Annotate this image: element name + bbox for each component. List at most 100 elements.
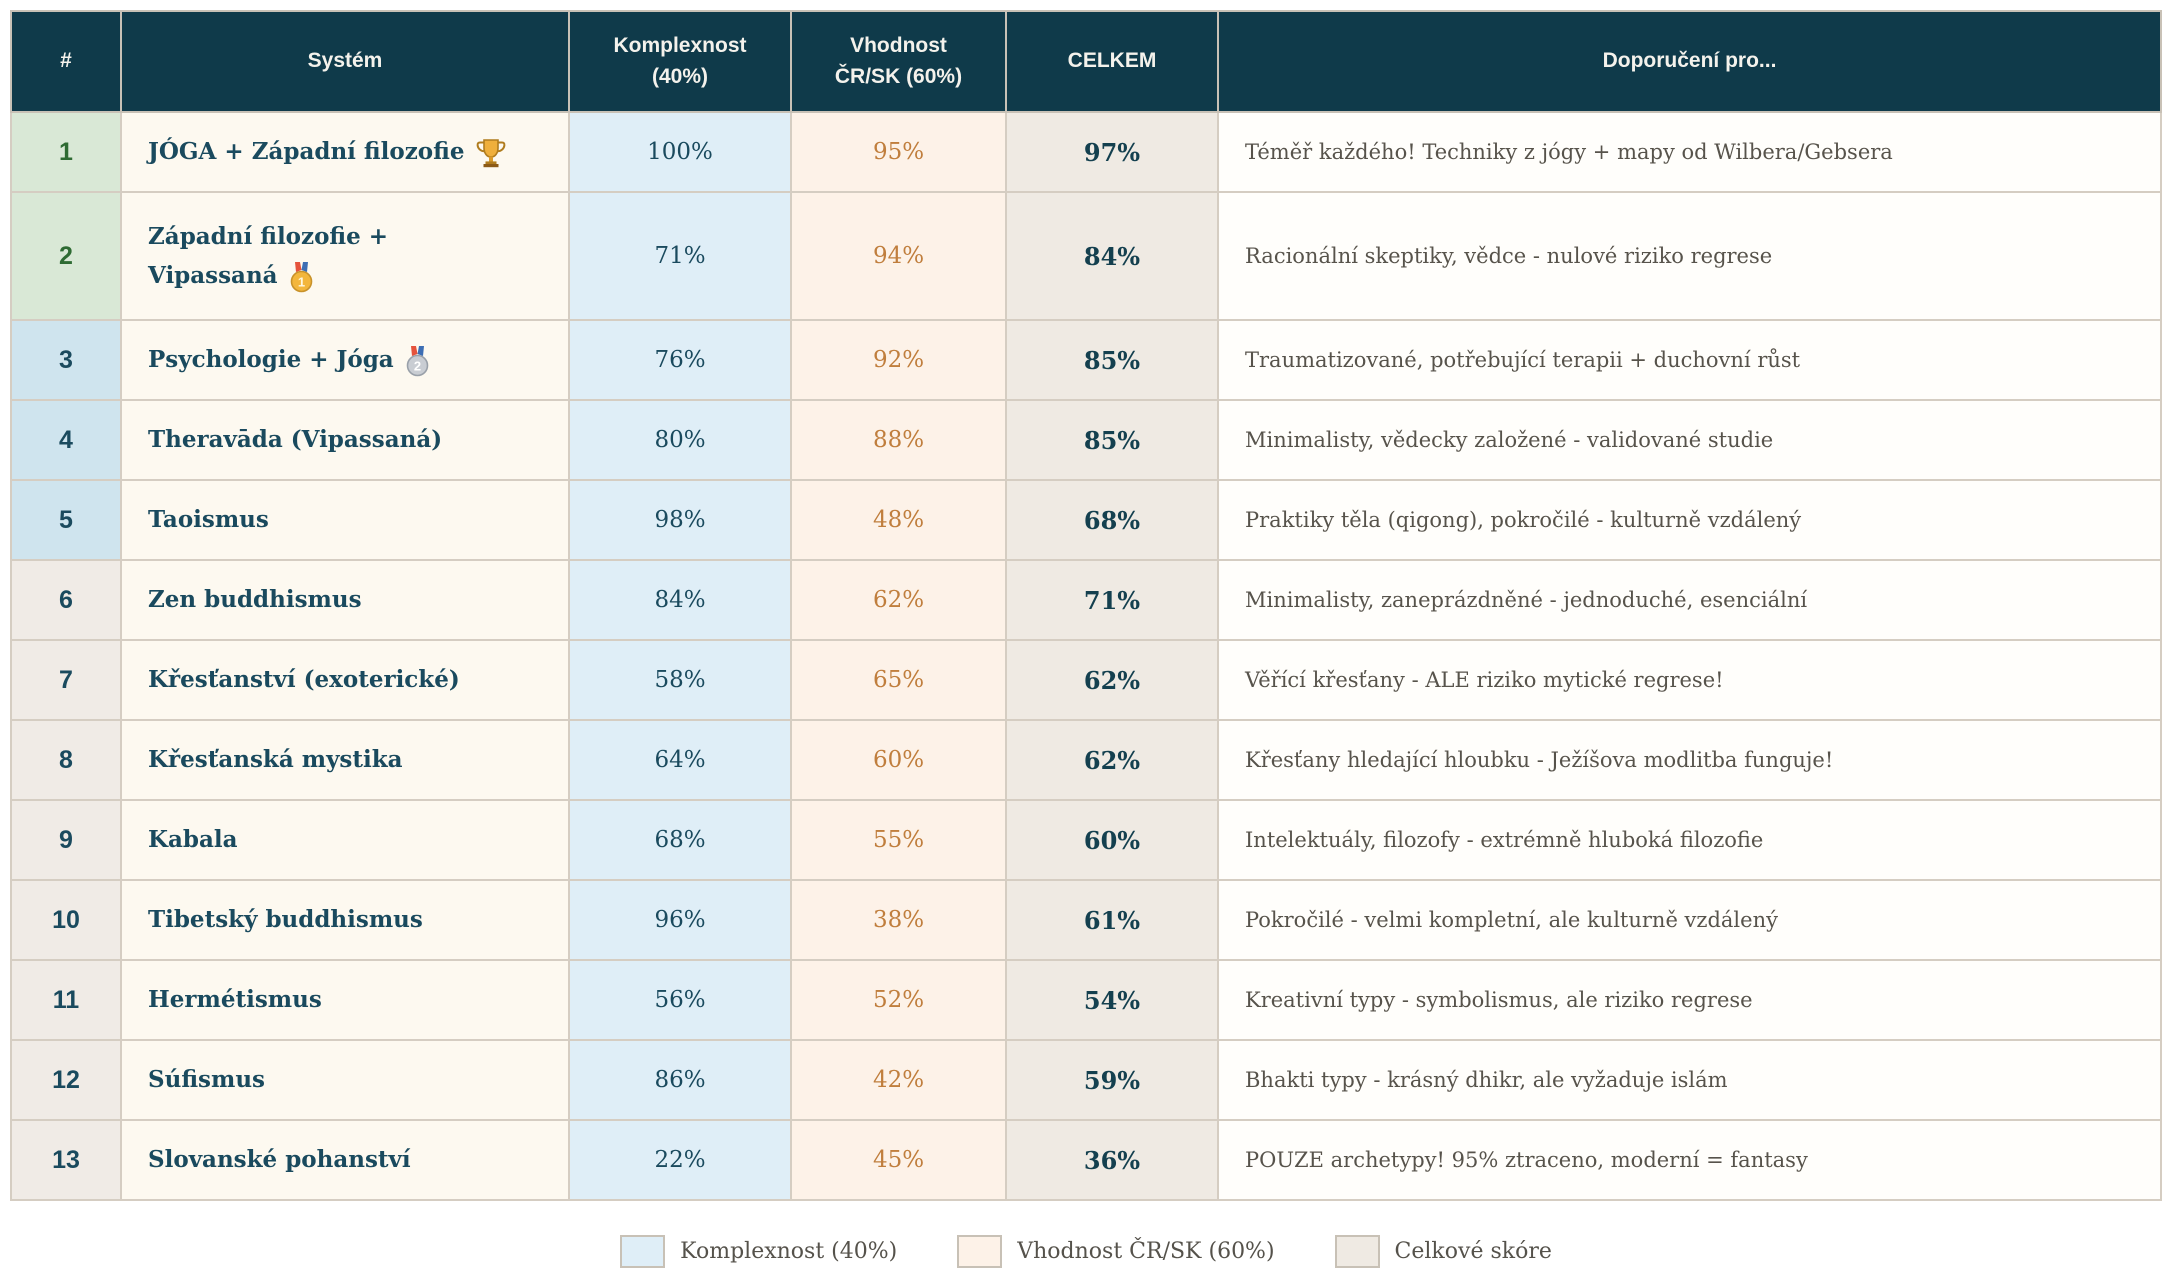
table-row: 2 Západní filozofie + Vipassaná 1 71% 94% 84%… — [10, 191, 2162, 321]
vhodnost-value: 62% — [790, 559, 1007, 641]
rank-cell: 11 — [10, 959, 122, 1041]
system-cell: Theravāda (Vipassaná) — [120, 399, 570, 481]
komplexnost-value: 68% — [568, 799, 792, 881]
system-cell: Súfismus — [120, 1039, 570, 1121]
column-header-celkem: CELKEM — [1005, 10, 1219, 113]
legend: Komplexnost (40%) Vhodnost ČR/SK (60%) C… — [10, 1235, 2162, 1268]
celkem-value: 68% — [1005, 479, 1219, 561]
table-row: 11 Hermétismus 56% 52% 54% Kreativní typy - s… — [10, 959, 2162, 1041]
system-name: Západní filozofie + Vipassaná — [148, 222, 389, 289]
recommendation-cell: Křesťany hledající hloubku - Ježíšova mo… — [1217, 719, 2162, 801]
rank-cell: 10 — [10, 879, 122, 961]
vhodnost-value: 48% — [790, 479, 1007, 561]
system-cell: Psychologie + Jóga 2 — [120, 319, 570, 401]
celkem-value: 84% — [1005, 191, 1219, 321]
legend-item-komplexnost: Komplexnost (40%) — [620, 1235, 897, 1268]
legend-label: Celkové skóre — [1394, 1239, 1552, 1264]
table-row: 6 Zen buddhismus 84% 62% 71% Minimalisty, zan… — [10, 559, 2162, 641]
system-cell: Křesťanství (exoterické) — [120, 639, 570, 721]
svg-text:2: 2 — [414, 358, 421, 373]
system-name: Křesťanská mystika — [148, 746, 403, 774]
celkem-value: 61% — [1005, 879, 1219, 961]
recommendation-cell: Věřící křesťany - ALE riziko mytické reg… — [1217, 639, 2162, 721]
vhodnost-value: 65% — [790, 639, 1007, 721]
recommendation-cell: Téměř každého! Techniky z jógy + mapy od… — [1217, 111, 2162, 193]
system-name: Taoismus — [148, 506, 269, 534]
komplexnost-swatch — [620, 1235, 666, 1268]
komplexnost-value: 98% — [568, 479, 792, 561]
celkem-value: 36% — [1005, 1119, 1219, 1201]
komplexnost-value: 64% — [568, 719, 792, 801]
vhodnost-value: 45% — [790, 1119, 1007, 1201]
system-name: Hermétismus — [148, 986, 322, 1014]
vhodnost-value: 42% — [790, 1039, 1007, 1121]
system-name: Slovanské pohanství — [148, 1146, 411, 1174]
celkem-value: 62% — [1005, 719, 1219, 801]
system-name: Súfismus — [148, 1066, 266, 1094]
rank-cell: 9 — [10, 799, 122, 881]
komplexnost-value: 58% — [568, 639, 792, 721]
rank-cell: 12 — [10, 1039, 122, 1121]
recommendation-cell: Minimalisty, vědecky založené - validova… — [1217, 399, 2162, 481]
column-header-komplexnost: Komplexnost (40%) — [568, 10, 792, 113]
celkem-value: 71% — [1005, 559, 1219, 641]
recommendation-cell: Racionální skeptiky, vědce - nulové rizi… — [1217, 191, 2162, 321]
komplexnost-value: 56% — [568, 959, 792, 1041]
recommendation-cell: Traumatizované, potřebující terapii + du… — [1217, 319, 2162, 401]
table-body: 1 JÓGA + Západní filozofie 100% 95% 97% Téměř… — [10, 111, 2162, 1201]
table-row: 12 Súfismus 86% 42% 59% Bhakti typy - krásný … — [10, 1039, 2162, 1121]
vhodnost-value: 52% — [790, 959, 1007, 1041]
celkem-value: 97% — [1005, 111, 1219, 193]
table-row: 5 Taoismus 98% 48% 68% Praktiky těla (qigong)… — [10, 479, 2162, 561]
rank-cell: 3 — [10, 319, 122, 401]
rank-cell: 2 — [10, 191, 122, 321]
celkem-value: 85% — [1005, 399, 1219, 481]
system-cell: Západní filozofie + Vipassaná 1 — [120, 191, 570, 321]
legend-label: Vhodnost ČR/SK (60%) — [1017, 1239, 1275, 1264]
trophy-icon — [474, 136, 508, 170]
komplexnost-value: 80% — [568, 399, 792, 481]
table-row: 10 Tibetský buddhismus 96% 38% 61% Pokročilé … — [10, 879, 2162, 961]
vhodnost-value: 88% — [790, 399, 1007, 481]
recommendation-cell: Pokročilé - velmi kompletní, ale kulturn… — [1217, 879, 2162, 961]
vhodnost-value: 95% — [790, 111, 1007, 193]
silver-medal-icon: 2 — [404, 345, 431, 377]
komplexnost-value: 100% — [568, 111, 792, 193]
system-cell: JÓGA + Západní filozofie — [120, 111, 570, 193]
rank-cell: 7 — [10, 639, 122, 721]
table-row: 13 Slovanské pohanství 22% 45% 36% POUZE arch… — [10, 1119, 2162, 1201]
system-cell: Hermétismus — [120, 959, 570, 1041]
header-row: # Systém Komplexnost (40%) Vhodnost ČR/SK (… — [10, 10, 2162, 113]
column-header-system: Systém — [120, 10, 570, 113]
vhodnost-value: 92% — [790, 319, 1007, 401]
rank-cell: 8 — [10, 719, 122, 801]
celkem-value: 85% — [1005, 319, 1219, 401]
recommendation-cell: Intelektuály, filozofy - extrémně hlubok… — [1217, 799, 2162, 881]
column-header-rank: # — [10, 10, 122, 113]
table-row: 1 JÓGA + Západní filozofie 100% 95% 97% Téměř… — [10, 111, 2162, 193]
system-name: JÓGA + Západní filozofie — [148, 138, 465, 166]
legend-label: Komplexnost (40%) — [680, 1239, 898, 1264]
system-name: Kabala — [148, 826, 238, 854]
system-name: Psychologie + Jóga — [148, 346, 394, 374]
komplexnost-value: 96% — [568, 879, 792, 961]
system-cell: Kabala — [120, 799, 570, 881]
rank-cell: 13 — [10, 1119, 122, 1201]
column-header-doporuceni: Doporučení pro... — [1217, 10, 2162, 113]
celkem-value: 59% — [1005, 1039, 1219, 1121]
svg-text:1: 1 — [297, 274, 304, 289]
legend-item-celkove-skore: Celkové skóre — [1334, 1235, 1552, 1268]
recommendation-cell: Kreativní typy - symbolismus, ale riziko… — [1217, 959, 2162, 1041]
celkem-value: 62% — [1005, 639, 1219, 721]
rank-cell: 4 — [10, 399, 122, 481]
komplexnost-value: 84% — [568, 559, 792, 641]
ranking-table: # Systém Komplexnost (40%) Vhodnost ČR/SK (… — [10, 10, 2162, 1201]
gold-medal-icon: 1 — [288, 261, 315, 293]
celkem-value: 54% — [1005, 959, 1219, 1041]
table-row: 9 Kabala 68% 55% 60% Intelektuály, filozofy -… — [10, 799, 2162, 881]
vhodnost-value: 94% — [790, 191, 1007, 321]
table-row: 8 Křesťanská mystika 64% 60% 62% Křesťany hle… — [10, 719, 2162, 801]
table-row: 4 Theravāda (Vipassaná) 80% 88% 85% Minimalis… — [10, 399, 2162, 481]
vhodnost-value: 60% — [790, 719, 1007, 801]
celkem-value: 60% — [1005, 799, 1219, 881]
